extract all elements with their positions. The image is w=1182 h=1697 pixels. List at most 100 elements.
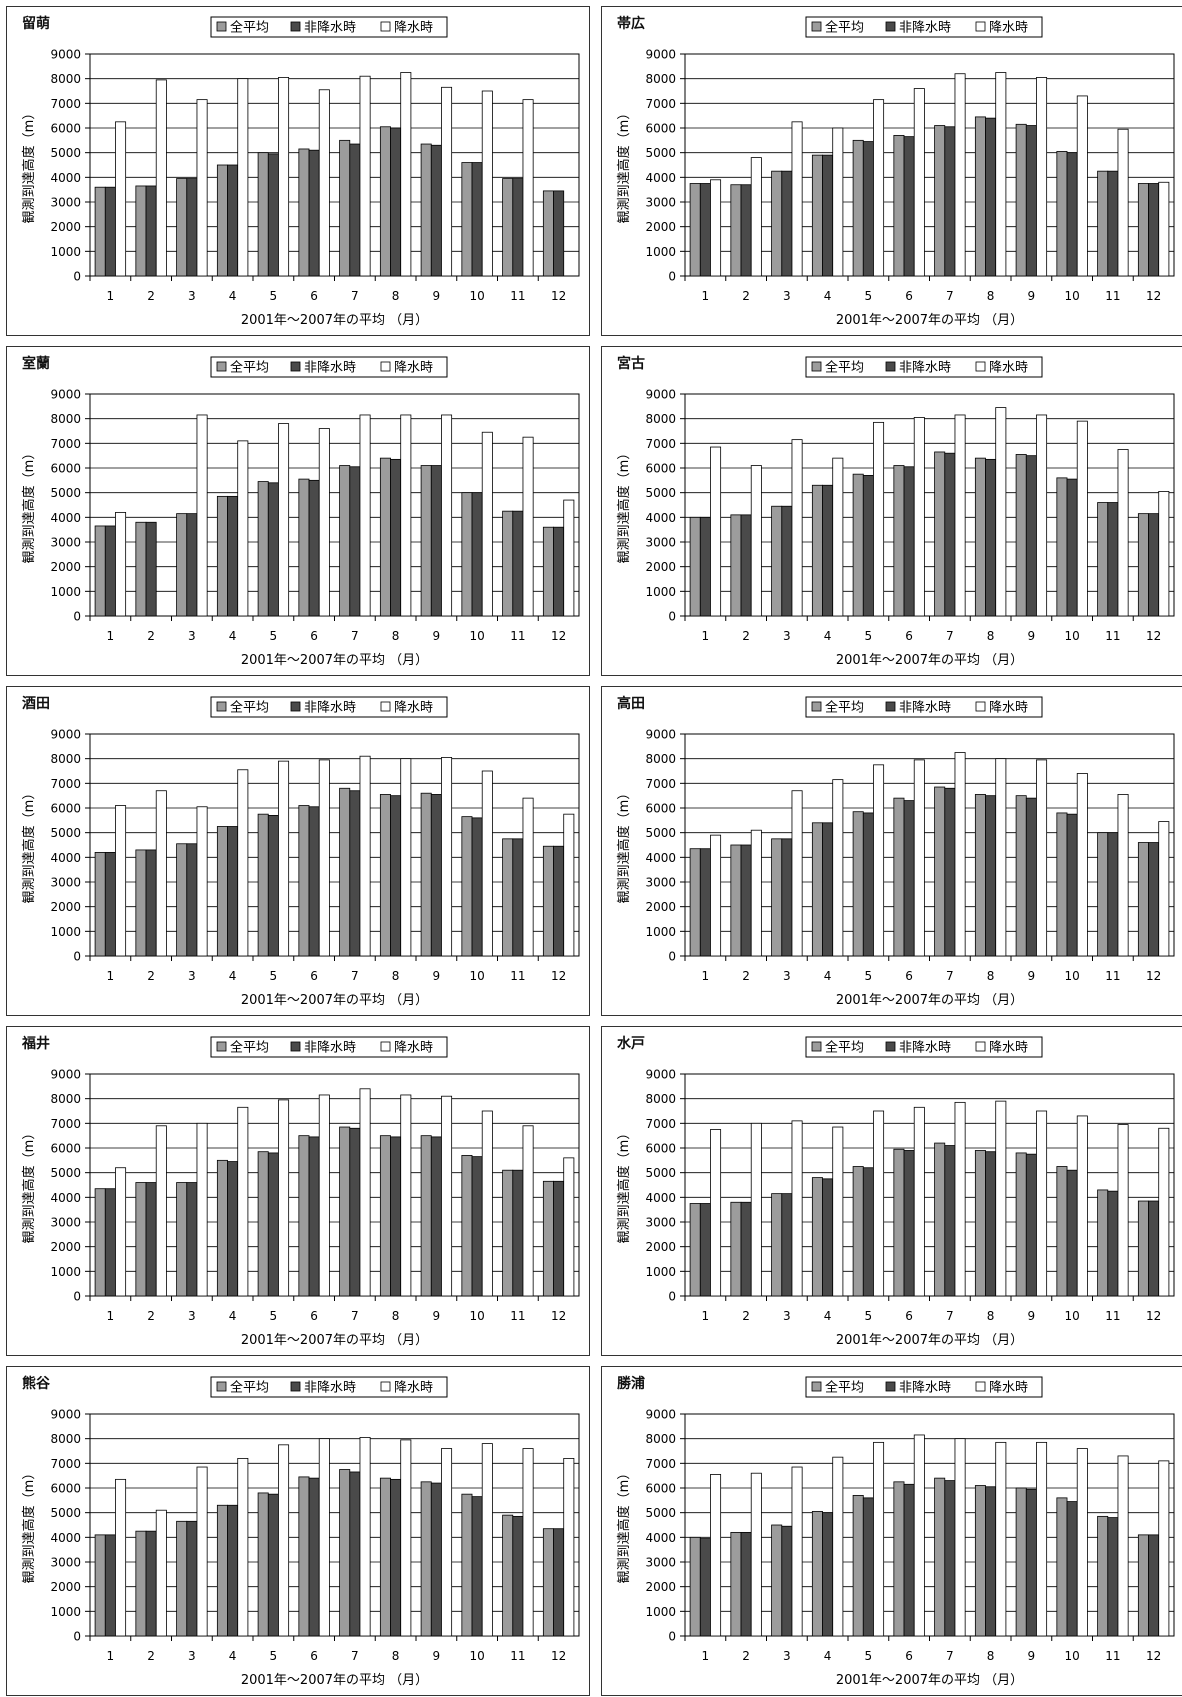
bar-non-precip <box>1107 1517 1119 1637</box>
x-axis-title: 2001年～2007年の平均 （月） <box>836 993 1023 1008</box>
bar-non-precip <box>699 183 711 277</box>
bar-chart: 水戸 全平均 非降水時 降水時 0 1000 2000 3000 4000 5000 6000 700… <box>616 1035 1175 1348</box>
bar-non-precip <box>390 795 402 957</box>
bar-precip <box>400 72 412 277</box>
x-tick-label: 9 <box>1028 629 1036 643</box>
bar-non-precip <box>862 812 874 957</box>
x-tick-label: 9 <box>1028 1649 1036 1663</box>
bar-precip <box>318 759 330 957</box>
bar-precip <box>400 414 412 617</box>
bar-all-average <box>461 492 473 617</box>
y-tick-label: 5000 <box>645 826 676 840</box>
bar-non-precip <box>1066 813 1078 957</box>
bar-chart: 帯広 全平均 非降水時 降水時 0 1000 2000 3000 4000 5000 6000 700… <box>616 15 1175 328</box>
y-tick-label: 1000 <box>645 1605 676 1619</box>
bar-non-precip <box>740 514 752 617</box>
bar-non-precip <box>1025 1153 1037 1297</box>
x-tick-label: 12 <box>551 969 566 983</box>
y-tick-label: 9000 <box>645 1408 676 1422</box>
bar-precip <box>155 790 167 957</box>
y-tick-label: 9000 <box>50 1068 81 1082</box>
bar-all-average <box>542 1528 554 1637</box>
y-tick-label: 4000 <box>645 1191 676 1205</box>
x-tick-label: 8 <box>392 969 400 983</box>
x-tick-label: 6 <box>905 1309 913 1323</box>
x-tick-label: 5 <box>865 969 873 983</box>
x-tick-label: 8 <box>987 289 995 303</box>
chart-panel: 水戸 全平均 非降水時 降水時 0 1000 2000 3000 4000 5000 6000 700… <box>601 1026 1182 1356</box>
bar-all-average <box>461 816 473 957</box>
y-tick-label: 3000 <box>645 1556 676 1570</box>
bar-all-average <box>461 162 473 277</box>
bar-all-average <box>502 1514 514 1637</box>
bar-precip <box>873 1441 885 1637</box>
x-tick-label: 2 <box>742 289 750 303</box>
bar-non-precip <box>430 1136 442 1297</box>
bar-all-average <box>852 473 864 617</box>
bar-non-precip <box>349 790 361 957</box>
station-title: 宮古 <box>617 355 645 372</box>
legend: 全平均 非降水時 降水時 <box>210 696 448 718</box>
legend: 全平均 非降水時 降水時 <box>210 356 448 378</box>
x-tick-label: 11 <box>1105 629 1120 643</box>
legend-label: 非降水時 <box>899 1041 951 1056</box>
bar-precip <box>278 1444 290 1637</box>
y-tick-label: 6000 <box>645 802 676 816</box>
bar-non-precip <box>1025 455 1037 617</box>
legend-label: 全平均 <box>825 1380 864 1396</box>
bar-all-average <box>974 116 986 277</box>
bar-all-average <box>689 1536 701 1637</box>
legend-swatch <box>975 1041 986 1052</box>
bar-all-average <box>689 516 701 617</box>
bar-non-precip <box>104 525 116 617</box>
bar-precip <box>832 1456 844 1637</box>
bar-all-average <box>730 1201 742 1297</box>
legend: 全平均 非降水時 降水時 <box>210 1376 448 1398</box>
bar-all-average <box>974 1150 986 1297</box>
bar-non-precip <box>985 1151 997 1297</box>
bar-all-average <box>689 848 701 957</box>
x-tick-label: 5 <box>865 1649 873 1663</box>
legend-label: 非降水時 <box>899 701 951 716</box>
legend-swatch <box>290 361 301 372</box>
x-tick-label: 10 <box>1064 629 1079 643</box>
x-tick-label: 1 <box>702 1649 710 1663</box>
bar-chart: 高田 全平均 非降水時 降水時 0 1000 2000 3000 4000 5000 6000 700… <box>616 695 1175 1008</box>
bar-precip <box>563 813 575 957</box>
y-tick-label: 2000 <box>645 560 676 574</box>
x-tick-label: 3 <box>188 1309 196 1323</box>
bar-precip <box>1076 420 1088 617</box>
y-tick-label: 7000 <box>645 437 676 451</box>
x-tick-label: 9 <box>1028 969 1036 983</box>
bar-non-precip <box>308 1136 320 1297</box>
bar-precip <box>954 1438 966 1637</box>
bar-all-average <box>730 844 742 957</box>
x-tick-label: 9 <box>433 289 441 303</box>
x-tick-label: 10 <box>1064 969 1079 983</box>
bar-non-precip <box>781 1193 793 1297</box>
bar-chart: 熊谷 全平均 非降水時 降水時 0 1000 2000 3000 4000 5000 6000 700… <box>21 1375 580 1688</box>
y-tick-label: 3000 <box>50 1216 81 1230</box>
bar-precip <box>1158 491 1170 617</box>
bar-non-precip <box>1148 842 1160 957</box>
bar-precip <box>237 1106 249 1297</box>
bar-non-precip <box>145 521 157 617</box>
bar-precip <box>873 421 885 617</box>
bar-precip <box>318 428 330 617</box>
x-tick-label: 4 <box>824 629 832 643</box>
bar-all-average <box>502 510 514 617</box>
bar-all-average <box>379 1135 391 1297</box>
y-tick-label: 6000 <box>50 122 81 136</box>
chart-panel: 福井 全平均 非降水時 降水時 0 1000 2000 3000 4000 5000 6000 700… <box>6 1026 590 1356</box>
bar-all-average <box>771 838 783 957</box>
bar-all-average <box>542 190 554 277</box>
y-tick-label: 0 <box>668 1630 676 1644</box>
y-tick-label: 0 <box>668 270 676 284</box>
x-tick-label: 7 <box>946 629 954 643</box>
y-axis-title: 観測到達高度（m） <box>21 1467 37 1584</box>
bar-precip <box>1076 95 1088 277</box>
legend-label: 降水時 <box>989 21 1028 36</box>
bar-non-precip <box>267 482 279 617</box>
y-tick-label: 7000 <box>645 1457 676 1471</box>
legend-swatch <box>811 21 822 32</box>
